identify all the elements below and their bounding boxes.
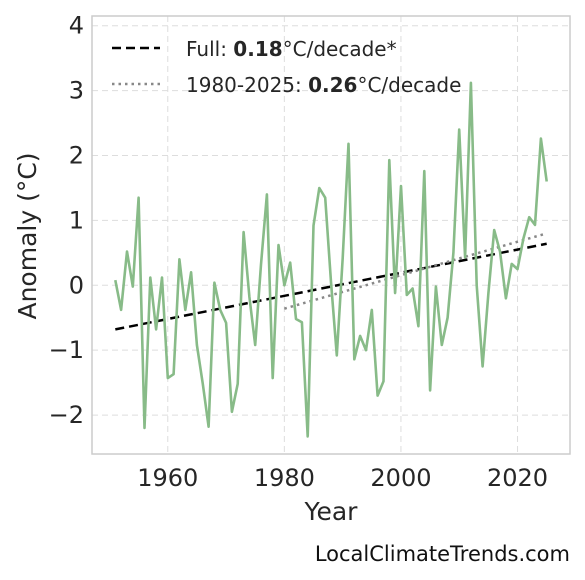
legend: Full: 0.18°C/decade* 1980-2025: 0.26°C/d… bbox=[112, 37, 461, 97]
legend-recent-prefix: 1980-2025: bbox=[186, 73, 308, 97]
y-tick-labels: −2 −1 0 1 2 3 4 bbox=[49, 12, 84, 429]
x-tick-labels: 1960 1980 2000 2020 bbox=[137, 464, 548, 492]
legend-label-full: Full: 0.18°C/decade* bbox=[186, 37, 397, 61]
y-tick-label: 4 bbox=[69, 12, 84, 40]
grid bbox=[92, 16, 570, 454]
legend-label-recent: 1980-2025: 0.26°C/decade bbox=[186, 73, 461, 97]
x-tick-label: 1960 bbox=[137, 464, 198, 492]
plot-background bbox=[92, 16, 570, 454]
x-tick-label: 1980 bbox=[254, 464, 315, 492]
y-tick-label: −1 bbox=[49, 336, 84, 364]
legend-full-prefix: Full: bbox=[186, 37, 233, 61]
y-axis-title: Anomaly (°C) bbox=[13, 152, 42, 319]
x-axis-title: Year bbox=[304, 497, 359, 526]
legend-recent-suffix: °C/decade bbox=[357, 73, 461, 97]
y-tick-label: 0 bbox=[69, 271, 84, 299]
x-tick-label: 2000 bbox=[370, 464, 431, 492]
y-tick-label: 1 bbox=[69, 206, 84, 234]
plot-frame bbox=[91, 15, 571, 455]
y-tick-label: 2 bbox=[69, 142, 84, 170]
legend-recent-value: 0.26 bbox=[308, 73, 357, 97]
legend-full-value: 0.18 bbox=[233, 37, 282, 61]
legend-full-suffix: °C/decade* bbox=[283, 37, 397, 61]
data-series bbox=[114, 81, 548, 438]
y-tick-label: 3 bbox=[69, 77, 84, 105]
source-credit: LocalClimateTrends.com bbox=[315, 542, 570, 566]
x-tick-label: 2020 bbox=[487, 464, 548, 492]
anomaly-series-line bbox=[114, 81, 548, 438]
y-tick-label: −2 bbox=[49, 401, 84, 429]
